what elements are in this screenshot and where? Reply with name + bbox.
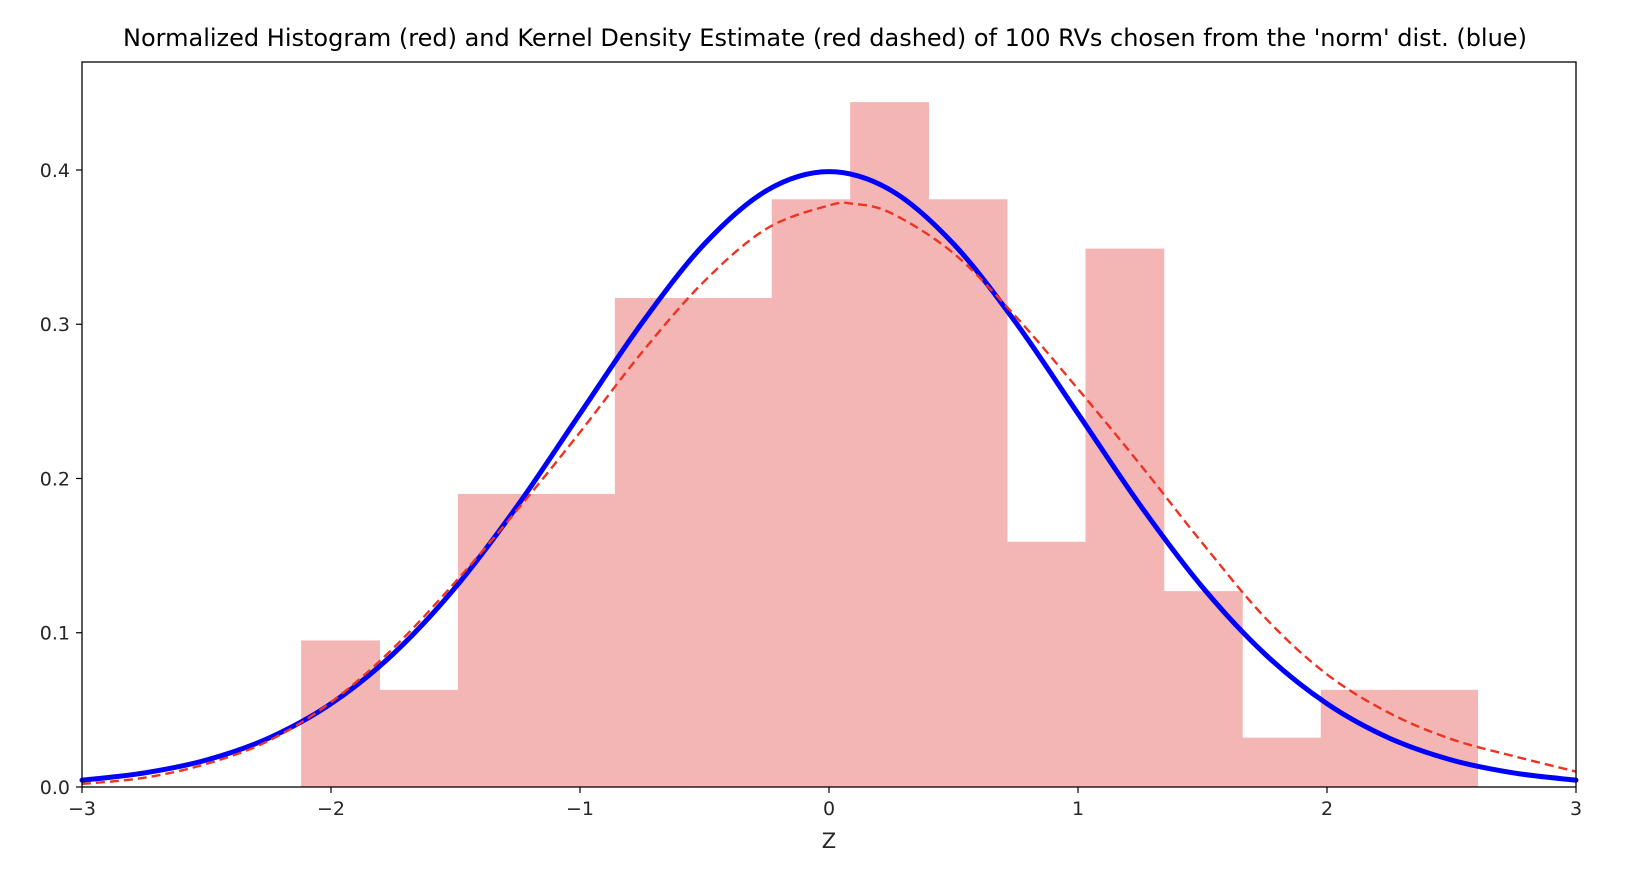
histogram-bar bbox=[928, 199, 1008, 787]
y-tick-label: 0.3 bbox=[40, 314, 70, 336]
x-tick-label: −2 bbox=[317, 798, 345, 820]
histogram-bar bbox=[1085, 248, 1165, 788]
histogram-bar bbox=[536, 493, 616, 787]
y-tick-label: 0.4 bbox=[40, 160, 70, 182]
y-tick-label: 0.0 bbox=[40, 777, 70, 799]
density-curves bbox=[79, 169, 1579, 786]
histogram-bar bbox=[379, 689, 459, 787]
histogram-bar bbox=[850, 102, 929, 787]
histogram-bars bbox=[301, 102, 1479, 788]
histogram-bar bbox=[1007, 541, 1086, 787]
histogram-bar bbox=[614, 298, 694, 787]
kde-dashed-line bbox=[81, 201, 1577, 786]
x-tick-label: 2 bbox=[1321, 798, 1333, 820]
x-tick-label: −3 bbox=[68, 798, 96, 820]
x-tick-label: 3 bbox=[1570, 798, 1582, 820]
x-tick-label: 1 bbox=[1072, 798, 1084, 820]
norm-pdf-line bbox=[79, 169, 1579, 783]
histogram-bar bbox=[1163, 591, 1243, 787]
x-axis-label: Z bbox=[822, 829, 836, 853]
histogram-bar bbox=[693, 298, 773, 787]
x-tick-label: −1 bbox=[566, 798, 594, 820]
histogram-bar bbox=[771, 199, 851, 787]
y-tick-label: 0.1 bbox=[40, 623, 70, 645]
histogram-bar bbox=[1399, 689, 1479, 787]
y-axis: 0.0 0.1 0.2 0.3 0.4 bbox=[40, 160, 82, 799]
chart-title: Normalized Histogram (red) and Kernel De… bbox=[123, 24, 1527, 52]
histogram-bar bbox=[457, 493, 537, 787]
x-axis: −3 −2 −1 0 1 2 3 bbox=[68, 787, 1582, 820]
histogram-bar bbox=[1242, 737, 1322, 787]
y-tick-label: 0.2 bbox=[40, 468, 70, 490]
x-tick-label: 0 bbox=[823, 798, 835, 820]
